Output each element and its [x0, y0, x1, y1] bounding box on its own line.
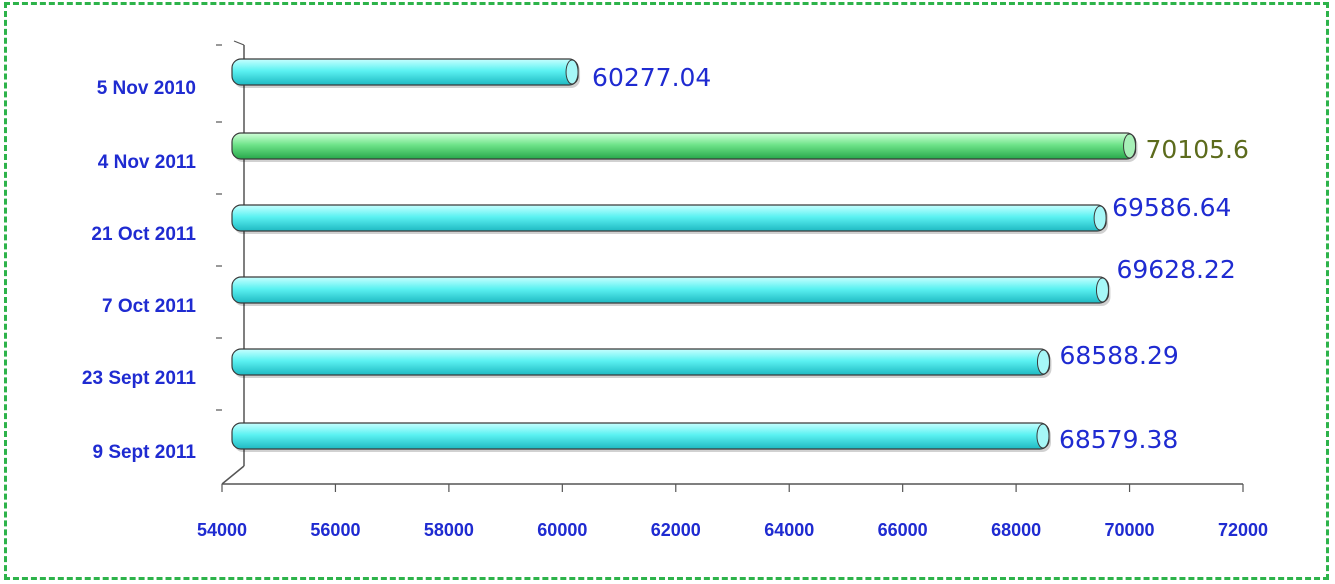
y-axis-top-cap: [233, 40, 245, 46]
category-label: 7 Oct 2011: [102, 296, 196, 317]
x-tick-label: 54000: [197, 520, 247, 540]
x-tick-label: 64000: [764, 520, 814, 540]
chart-labels: 54000 56000 58000 60000 62000 64000 66000 68000…: [82, 63, 1268, 540]
data-label: 69628.22: [1116, 255, 1235, 284]
x-tick-label: 58000: [424, 520, 474, 540]
bar-end-cap: [1123, 133, 1137, 159]
bar-series: [231, 58, 1138, 452]
x-tick-label: 62000: [651, 520, 701, 540]
chart-axes: [216, 40, 1244, 492]
x-tick-label: 70000: [1105, 520, 1155, 540]
bar-end-cap: [565, 59, 579, 85]
data-label: 70105.6: [1146, 135, 1249, 164]
axis-corner-line: [221, 465, 245, 485]
bar: [231, 58, 579, 86]
bar: [231, 348, 1051, 376]
bar-highlighted: [231, 132, 1137, 160]
category-label: 9 Sept 2011: [92, 442, 196, 463]
data-label: 69586.64: [1112, 193, 1231, 222]
category-label: 5 Nov 2010: [97, 78, 196, 99]
data-label: 68588.29: [1059, 341, 1178, 370]
bar: [231, 422, 1050, 450]
x-tick-label: 68000: [991, 520, 1041, 540]
category-label: 21 Oct 2011: [91, 224, 196, 245]
bar-end-cap: [1036, 349, 1050, 375]
x-tick-label: 72000: [1218, 520, 1268, 540]
category-label: 23 Sept 2011: [82, 368, 197, 389]
data-label: 68579.38: [1059, 425, 1178, 454]
category-label: 4 Nov 2011: [98, 152, 197, 173]
bar-end-cap: [1036, 423, 1050, 449]
x-tick-label: 60000: [537, 520, 587, 540]
data-label: 60277.04: [592, 63, 711, 92]
bar: [231, 204, 1107, 232]
x-tick-label: 66000: [878, 520, 928, 540]
bar-end-cap: [1095, 277, 1109, 303]
x-tick-label: 56000: [310, 520, 360, 540]
bar-end-cap: [1093, 205, 1107, 231]
bar: [231, 276, 1110, 304]
